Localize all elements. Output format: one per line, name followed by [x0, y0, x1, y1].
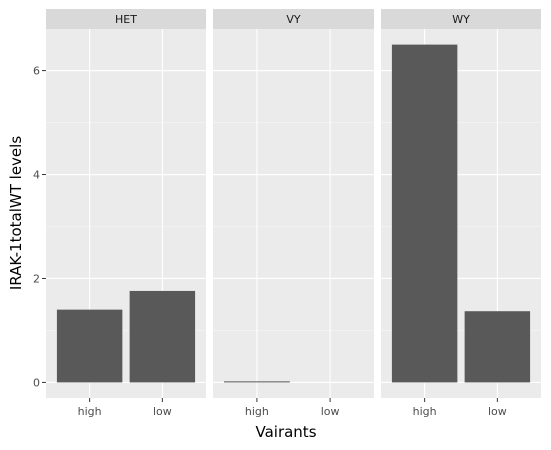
facet-strip	[381, 9, 541, 29]
x-tick-label: low	[153, 405, 172, 418]
facet-panel-wy: WY high low	[381, 9, 541, 418]
y-axis: 0 2 4 6	[33, 65, 46, 389]
facet-strip-label: VY	[286, 13, 301, 26]
x-tick-label: high	[78, 405, 102, 418]
facet-strip-label: HET	[115, 13, 137, 26]
y-tick-label: 4	[33, 169, 40, 182]
bar-wy-high	[391, 44, 458, 383]
y-axis-title: IRAK-1totalWT levels	[7, 136, 25, 290]
bar-het-low	[129, 290, 196, 383]
bar-vy-high	[223, 381, 290, 383]
x-tick-label: high	[245, 405, 269, 418]
facet-panel-vy: VY high low	[213, 9, 374, 418]
facet-strip-label: WY	[452, 13, 470, 26]
y-tick-label: 6	[33, 65, 40, 78]
facet-strip	[46, 9, 206, 29]
facet-strip	[213, 9, 374, 29]
y-tick-label: 2	[33, 272, 40, 285]
bar-wy-low	[464, 311, 531, 383]
x-tick-label: high	[413, 405, 437, 418]
x-tick-label: low	[488, 405, 507, 418]
bar-het-high	[56, 309, 123, 383]
panel-background	[213, 29, 374, 398]
facet-panels: HET high low VY high low WY high low	[46, 9, 541, 418]
x-tick-label: low	[321, 405, 340, 418]
y-tick-label: 0	[33, 376, 40, 389]
facet-panel-het: HET high low	[46, 9, 206, 418]
x-axis-title: Vairants	[255, 423, 316, 441]
